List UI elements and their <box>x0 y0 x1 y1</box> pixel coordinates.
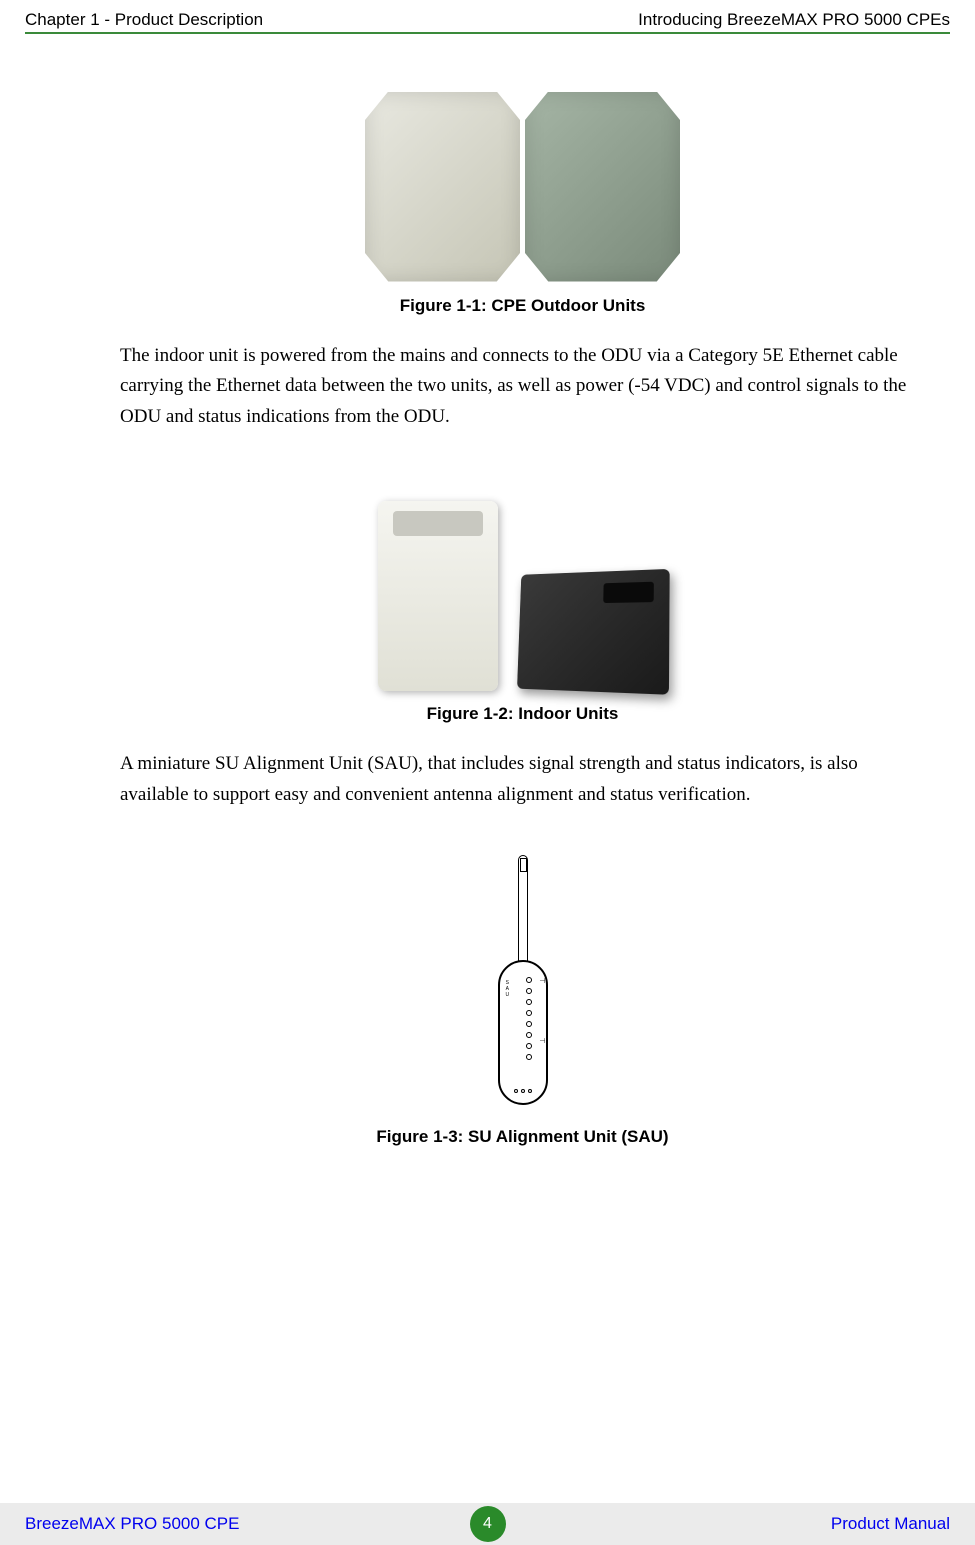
sau-led-strip: ⊣ ⊣ <box>526 977 538 1060</box>
indoor-unit-white <box>378 501 498 691</box>
figure-3-caption: Figure 1-3: SU Alignment Unit (SAU) <box>120 1127 925 1147</box>
figure-3-image: SAU ⊣ ⊣ <box>473 855 573 1115</box>
sau-mark-bottom: ⊣ <box>539 1037 545 1045</box>
sau-label: SAU <box>506 980 510 998</box>
sau-led <box>526 1010 532 1016</box>
page-footer: BreezeMAX PRO 5000 CPE 4 Product Manual <box>0 1503 975 1545</box>
figure-2: Figure 1-2: Indoor Units <box>120 482 925 724</box>
figure-1-caption: Figure 1-1: CPE Outdoor Units <box>120 296 925 316</box>
sau-bottom-indicators <box>514 1089 532 1093</box>
sau-body: SAU ⊣ ⊣ <box>498 960 548 1105</box>
sau-dot <box>514 1089 518 1093</box>
figure-1-image <box>363 89 683 284</box>
figure-2-image <box>368 482 678 692</box>
footer-page-wrap: 4 <box>470 1506 506 1542</box>
sau-dot <box>521 1089 525 1093</box>
sau-led <box>526 999 532 1005</box>
sau-led <box>526 1043 532 1049</box>
sau-led <box>526 1021 532 1027</box>
sau-led <box>526 977 532 983</box>
sau-led <box>526 1054 532 1060</box>
sau-led <box>526 988 532 994</box>
paragraph-2: A miniature SU Alignment Unit (SAU), tha… <box>120 749 925 810</box>
figure-2-caption: Figure 1-2: Indoor Units <box>120 704 925 724</box>
page-content: Figure 1-1: CPE Outdoor Units The indoor… <box>0 89 975 1147</box>
sau-cable <box>518 855 528 965</box>
footer-page-number: 4 <box>470 1506 506 1542</box>
sau-led <box>526 1032 532 1038</box>
indoor-unit-black <box>517 569 670 695</box>
figure-3: SAU ⊣ ⊣ <box>120 855 925 1147</box>
header-divider <box>25 32 950 34</box>
footer-manual[interactable]: Product Manual <box>506 1514 951 1534</box>
outdoor-unit-back <box>525 92 680 282</box>
figure-1: Figure 1-1: CPE Outdoor Units <box>120 89 925 316</box>
paragraph-1: The indoor unit is powered from the main… <box>120 341 925 432</box>
sau-dot <box>528 1089 532 1093</box>
header-chapter: Chapter 1 - Product Description <box>25 10 263 30</box>
header-section: Introducing BreezeMAX PRO 5000 CPEs <box>638 10 950 30</box>
page-header: Chapter 1 - Product Description Introduc… <box>0 0 975 32</box>
sau-mark-top: ⊣ <box>539 977 545 985</box>
outdoor-unit-front <box>365 92 520 282</box>
footer-product[interactable]: BreezeMAX PRO 5000 CPE <box>25 1514 470 1534</box>
